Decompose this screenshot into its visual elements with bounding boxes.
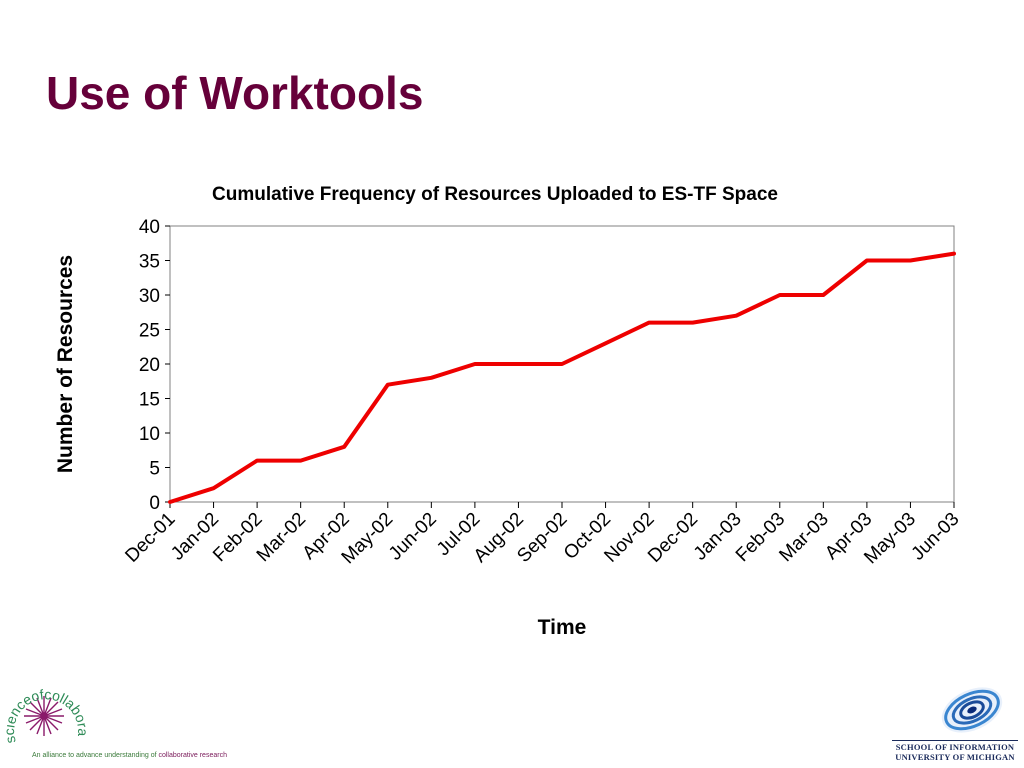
footer-tagline: An alliance to advance understanding of … xyxy=(32,752,227,759)
data-point xyxy=(299,459,303,463)
y-tick-label: 25 xyxy=(139,321,160,342)
line-chart: Cumulative Frequency of Resources Upload… xyxy=(54,184,964,639)
data-point xyxy=(734,314,738,318)
slide-title: Use of Worktools xyxy=(46,67,424,119)
data-point xyxy=(908,259,912,262)
y-tick-label: 0 xyxy=(149,493,160,514)
data-point xyxy=(168,500,172,504)
x-tick-label: Dec-02 xyxy=(644,509,702,567)
y-axis-label: Number of Resources xyxy=(54,255,77,473)
data-point xyxy=(212,486,216,490)
chart-title: Cumulative Frequency of Resources Upload… xyxy=(212,184,778,205)
y-tick-label: 5 xyxy=(149,459,160,480)
x-tick-label: Dec-01 xyxy=(121,509,179,567)
svg-text:scienceofcollaboratories: scienceofcollaboratories xyxy=(6,672,91,745)
university-name: UNIVERSITY OF MICHIGAN xyxy=(895,752,1015,762)
x-axis-label: Time xyxy=(538,616,587,639)
series-line xyxy=(168,251,956,504)
data-point xyxy=(429,376,433,380)
x-tick-label: Jun-02 xyxy=(385,509,441,565)
school-name: SCHOOL OF INFORMATION xyxy=(892,740,1018,752)
y-axis: 0 5 10 15 20 25 30 35 40 xyxy=(139,217,170,514)
series-path xyxy=(168,251,956,504)
data-point xyxy=(821,293,825,297)
data-point xyxy=(473,362,477,366)
data-point xyxy=(560,362,564,366)
data-point xyxy=(647,321,651,325)
data-point xyxy=(691,321,695,325)
x-tick-label: Mar-03 xyxy=(775,509,832,566)
data-point xyxy=(516,362,520,366)
y-tick-label: 10 xyxy=(139,424,160,445)
data-point xyxy=(778,293,782,297)
y-tick-label: 35 xyxy=(139,252,160,273)
y-tick-label: 30 xyxy=(139,286,160,307)
data-point xyxy=(604,341,608,345)
x-tick-label: Mar-02 xyxy=(253,509,310,566)
y-tick-label: 15 xyxy=(139,390,160,411)
data-point xyxy=(255,459,259,463)
school-logo xyxy=(890,676,1022,766)
x-tick-label: Jun-03 xyxy=(908,509,964,565)
y-tick-label: 40 xyxy=(139,217,160,238)
data-point xyxy=(865,259,869,262)
x-axis: Dec-01Jan-02Feb-02Mar-02Apr-02May-02Jun-… xyxy=(121,502,964,568)
x-tick-label: Sep-02 xyxy=(513,509,571,567)
logo-text: scienceofcollaboratories xyxy=(1,659,91,745)
data-point xyxy=(342,445,346,449)
y-tick-label: 20 xyxy=(139,355,160,376)
collaboratories-logo: scienceofcollaboratories xyxy=(1,659,221,764)
data-point xyxy=(952,252,956,256)
data-point xyxy=(386,383,390,387)
